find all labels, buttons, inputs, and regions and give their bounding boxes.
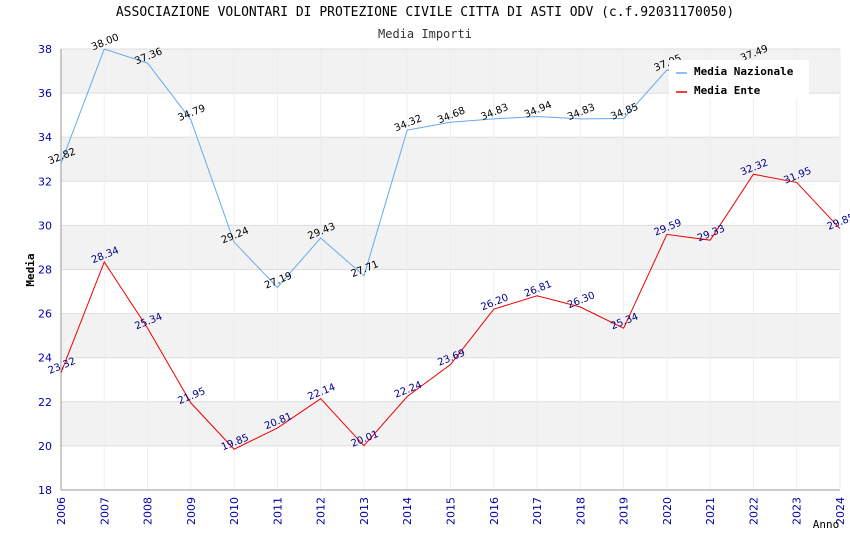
x-tick-label: 2021	[704, 497, 717, 525]
series-lines	[60, 48, 841, 450]
x-tick-label: 2011	[271, 497, 284, 525]
chart-subtitle: Media Importi	[378, 27, 472, 41]
x-tick-label: 2016	[488, 497, 501, 525]
x-tick-label: 2010	[228, 497, 241, 525]
x-axis-ticks: 2006 2007 2008 2009 2010 2011 2012 2013 2014 2015…	[55, 497, 847, 525]
x-tick-label: 2018	[574, 497, 587, 525]
y-tick-label: 26	[38, 308, 52, 321]
x-tick-label: 2024	[834, 497, 847, 525]
x-tick-label: 2020	[661, 497, 674, 525]
x-tick-label: 2006	[55, 497, 68, 525]
y-tick-label: 32	[38, 175, 52, 188]
y-tick-label: 18	[38, 484, 52, 497]
series-line-1	[60, 173, 841, 450]
x-tick-label: 2022	[747, 497, 760, 525]
series-line-0	[60, 48, 754, 289]
y-tick-label: 38	[38, 43, 52, 56]
y-tick-label: 22	[38, 396, 52, 409]
y-tick-label: 20	[38, 440, 52, 453]
y-tick-label: 36	[38, 87, 52, 100]
axes	[60, 49, 840, 491]
x-tick-label: 2023	[791, 497, 804, 525]
legend-label-media-ente: Media Ente	[694, 84, 761, 97]
x-tick-label: 2017	[531, 497, 544, 525]
y-tick-label: 24	[38, 352, 52, 365]
legend-label-media-nazionale: Media Nazionale	[694, 65, 794, 78]
y-tick-label: 34	[38, 131, 52, 144]
x-tick-label: 2019	[618, 497, 631, 525]
x-axis-label: Anno	[813, 518, 840, 531]
x-tick-label: 2014	[401, 497, 414, 525]
x-tick-label: 2013	[358, 497, 371, 525]
x-tick-label: 2007	[98, 497, 111, 525]
x-tick-label: 2008	[142, 497, 155, 525]
legend: Media Nazionale Media Ente	[669, 60, 809, 98]
x-tick-label: 2015	[445, 497, 458, 525]
x-tick-label: 2009	[185, 497, 198, 525]
y-tick-label: 30	[38, 219, 52, 232]
legend-box	[669, 60, 809, 98]
x-tick-label: 2012	[315, 497, 328, 525]
chart-title: ASSOCIAZIONE VOLONTARI DI PROTEZIONE CIV…	[115, 5, 735, 20]
y-axis-ticks: 18 20 22 24 26 28 30 32 34 36 38	[38, 43, 52, 497]
y-axis-label: Media	[24, 253, 37, 286]
y-tick-label: 28	[38, 264, 52, 277]
